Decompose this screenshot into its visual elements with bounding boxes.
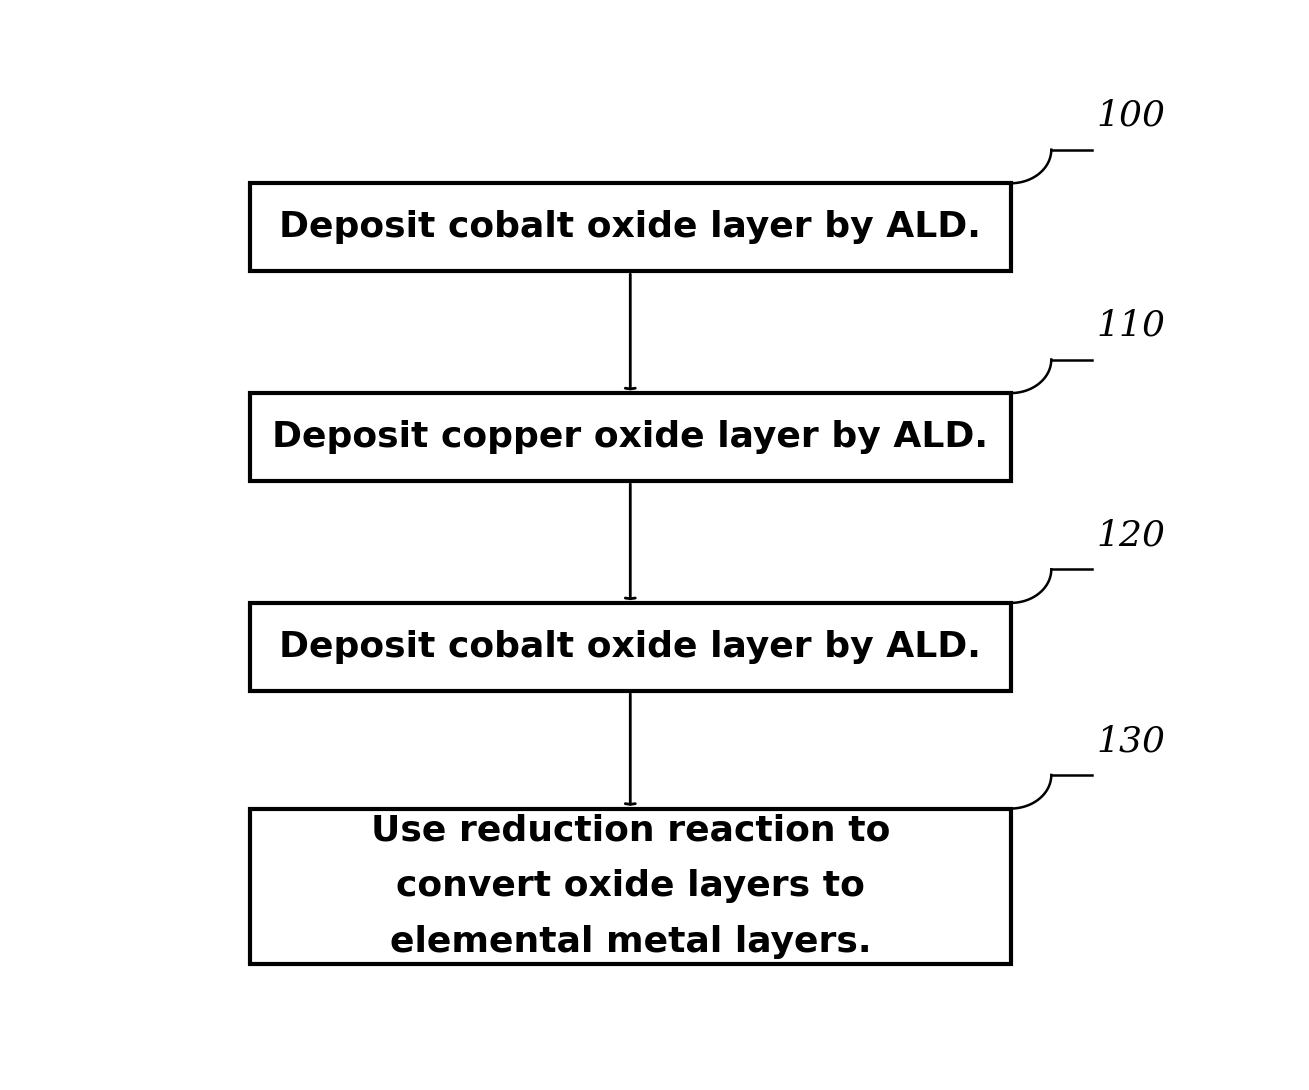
Bar — [250, 183, 1011, 271]
Text: Deposit cobalt oxide layer by ALD.: Deposit cobalt oxide layer by ALD. — [279, 630, 982, 664]
Text: Deposit cobalt oxide layer by ALD.: Deposit cobalt oxide layer by ALD. — [279, 210, 982, 244]
Text: Use reduction reaction to
convert oxide layers to
elemental metal layers.: Use reduction reaction to convert oxide … — [370, 813, 890, 959]
Text: 120: 120 — [1097, 519, 1166, 553]
Bar — [250, 809, 1011, 964]
Text: 130: 130 — [1097, 724, 1166, 759]
Bar — [250, 393, 1011, 481]
Text: 110: 110 — [1097, 308, 1166, 342]
Text: Deposit copper oxide layer by ALD.: Deposit copper oxide layer by ALD. — [272, 420, 988, 455]
Text: 100: 100 — [1097, 99, 1166, 133]
Bar — [250, 603, 1011, 691]
